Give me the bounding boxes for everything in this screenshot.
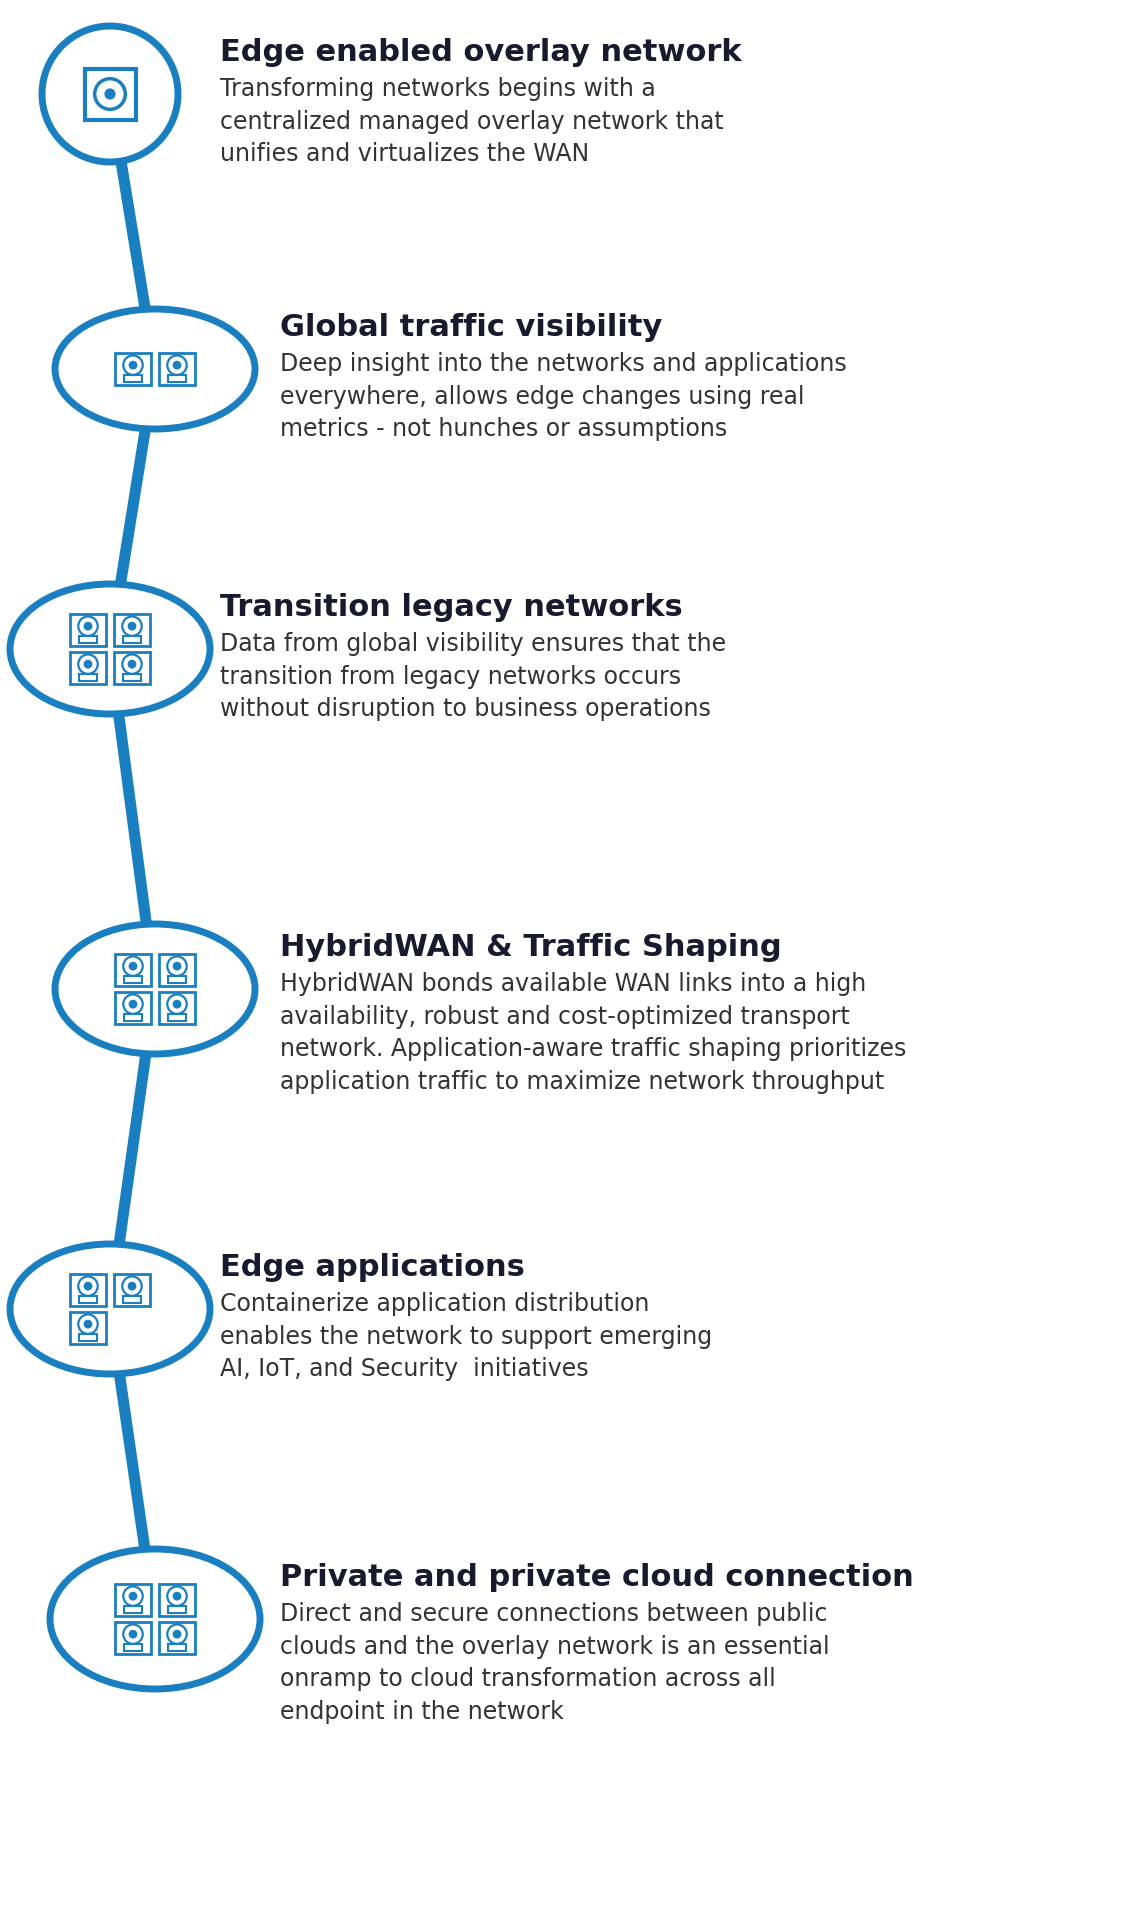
Circle shape <box>167 1586 186 1606</box>
Text: HybridWAN & Traffic Shaping: HybridWAN & Traffic Shaping <box>280 933 781 962</box>
Bar <box>159 354 195 387</box>
Bar <box>115 1623 151 1654</box>
Ellipse shape <box>42 27 178 163</box>
Circle shape <box>174 963 181 971</box>
Text: Data from global visibility ensures that the
transition from legacy networks occ: Data from global visibility ensures that… <box>220 631 726 721</box>
Text: Direct and secure connections between public
clouds and the overlay network is a: Direct and secure connections between pu… <box>280 1602 830 1723</box>
Circle shape <box>78 656 98 675</box>
Bar <box>114 1275 150 1306</box>
Bar <box>159 992 195 1025</box>
Circle shape <box>130 1002 137 1008</box>
Bar <box>115 1585 151 1615</box>
Bar <box>79 1335 97 1340</box>
Bar <box>167 977 186 983</box>
Bar <box>79 675 97 681</box>
Bar <box>159 954 195 986</box>
Circle shape <box>122 617 142 637</box>
Text: Global traffic visibility: Global traffic visibility <box>280 313 663 342</box>
Circle shape <box>123 994 142 1013</box>
Circle shape <box>78 1277 98 1296</box>
Bar <box>114 615 150 646</box>
Circle shape <box>130 1592 137 1600</box>
Ellipse shape <box>10 1244 210 1375</box>
Circle shape <box>174 362 181 369</box>
Circle shape <box>85 662 91 669</box>
Bar <box>85 69 135 121</box>
Circle shape <box>78 1315 98 1335</box>
Text: Transforming networks begins with a
centralized managed overlay network that
uni: Transforming networks begins with a cent… <box>220 77 724 165</box>
Bar <box>70 1275 106 1306</box>
Circle shape <box>78 617 98 637</box>
Bar <box>115 354 151 387</box>
Ellipse shape <box>10 585 210 715</box>
Circle shape <box>85 623 91 631</box>
Bar <box>167 1644 186 1652</box>
Text: Transition legacy networks: Transition legacy networks <box>220 592 683 621</box>
Bar <box>115 954 151 986</box>
Bar <box>123 675 141 681</box>
Circle shape <box>174 1002 181 1008</box>
Circle shape <box>95 79 125 110</box>
Circle shape <box>122 656 142 675</box>
Circle shape <box>129 662 135 669</box>
Circle shape <box>167 958 186 977</box>
Bar <box>79 1296 97 1304</box>
Bar <box>124 1644 142 1652</box>
Circle shape <box>130 963 137 971</box>
Bar <box>167 1606 186 1613</box>
Bar <box>124 977 142 983</box>
Text: Containerize application distribution
enables the network to support emerging
AI: Containerize application distribution en… <box>220 1292 712 1381</box>
Bar <box>159 1623 195 1654</box>
Circle shape <box>130 1631 137 1638</box>
Bar <box>115 992 151 1025</box>
Circle shape <box>85 1283 91 1290</box>
Circle shape <box>123 958 142 977</box>
Circle shape <box>123 1586 142 1606</box>
Text: HybridWAN bonds available WAN links into a high
availability, robust and cost-op: HybridWAN bonds available WAN links into… <box>280 971 907 1092</box>
Circle shape <box>174 1592 181 1600</box>
Circle shape <box>123 1625 142 1644</box>
Circle shape <box>130 362 137 369</box>
Bar <box>167 1013 186 1021</box>
Circle shape <box>129 623 135 631</box>
Circle shape <box>167 994 186 1013</box>
Circle shape <box>122 1277 142 1296</box>
Text: Deep insight into the networks and applications
everywhere, allows edge changes : Deep insight into the networks and appli… <box>280 352 847 440</box>
Bar <box>123 1296 141 1304</box>
Text: Edge applications: Edge applications <box>220 1252 525 1281</box>
Circle shape <box>167 1625 186 1644</box>
Bar <box>70 1311 106 1344</box>
Bar <box>70 615 106 646</box>
Circle shape <box>167 356 186 375</box>
Circle shape <box>129 1283 135 1290</box>
Circle shape <box>123 356 142 375</box>
Ellipse shape <box>55 310 255 429</box>
Bar <box>79 637 97 644</box>
Bar <box>114 652 150 685</box>
Bar <box>159 1585 195 1615</box>
Bar <box>70 652 106 685</box>
Bar <box>124 375 142 383</box>
Bar <box>124 1606 142 1613</box>
Ellipse shape <box>50 1550 260 1688</box>
Circle shape <box>105 90 115 100</box>
Text: Edge enabled overlay network: Edge enabled overlay network <box>220 38 742 67</box>
Bar <box>123 637 141 644</box>
Bar <box>167 375 186 383</box>
Circle shape <box>174 1631 181 1638</box>
Ellipse shape <box>55 925 255 1054</box>
Bar <box>124 1013 142 1021</box>
Text: Private and private cloud connection: Private and private cloud connection <box>280 1561 913 1590</box>
Circle shape <box>85 1321 91 1329</box>
